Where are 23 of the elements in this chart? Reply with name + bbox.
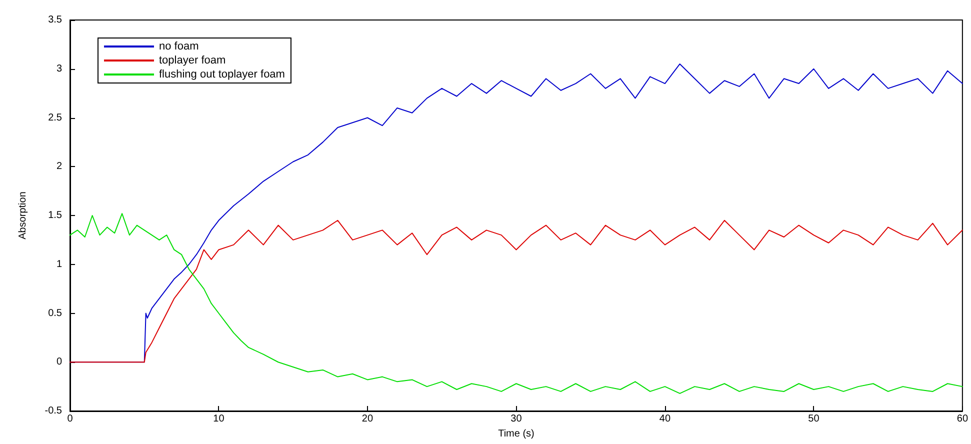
y-tick-label: 0 [56,356,62,368]
y-tick-label: 1.5 [48,210,62,221]
line-series [70,213,963,394]
x-tick-label: 30 [510,414,522,424]
x-tick-label: 0 [67,414,74,424]
x-axis-title: Time (s) [498,428,534,440]
legend-label: toplayer foam [159,54,226,66]
y-tick-label: 2.5 [48,112,62,124]
x-tick-label: 50 [808,414,820,424]
x-tick-label: 60 [956,414,968,424]
legend-label: no foam [159,40,199,52]
y-tick-label: 3 [56,63,62,74]
x-tick-label: 40 [659,414,671,424]
y-tick-label: 1 [56,258,62,270]
y-tick-label: -0.5 [44,406,62,416]
y-tick-label: 0.5 [48,308,62,319]
x-tick-label: 20 [362,414,374,424]
legend-label: flushing out toplayer foam [159,68,285,80]
line-series [70,220,963,363]
x-tick-label: 10 [213,414,225,424]
y-axis-title: Absorption [18,192,28,240]
y-tick-label: 3.5 [48,14,62,26]
y-tick-label: 2 [56,161,62,172]
